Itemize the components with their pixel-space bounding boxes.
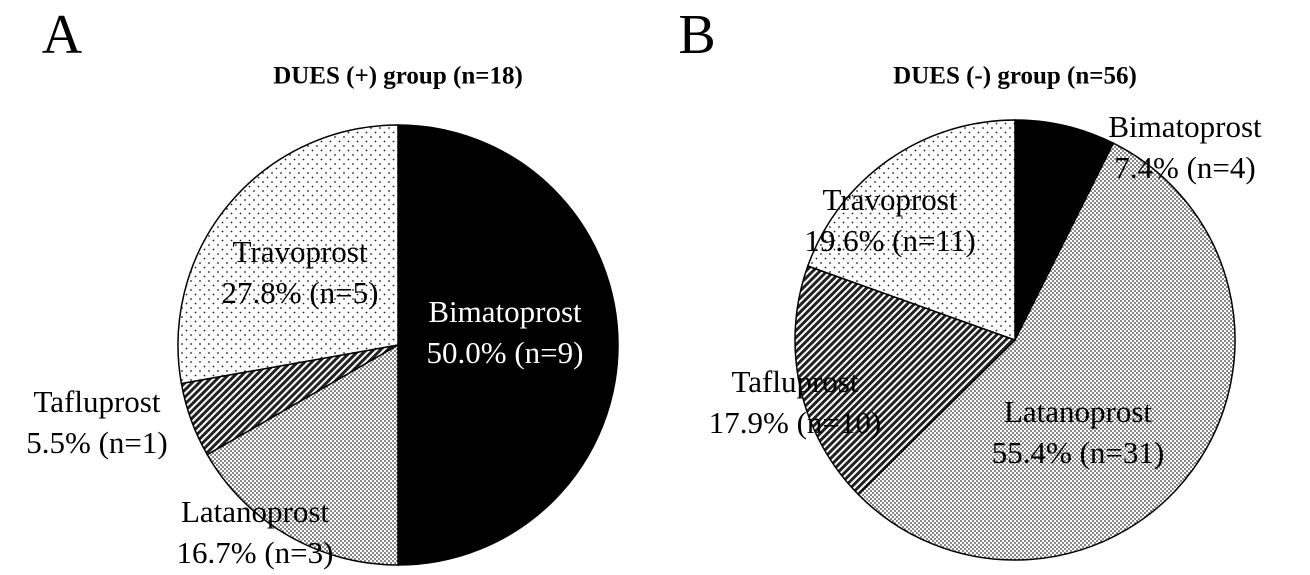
slice-name: Latanoprost (181, 494, 329, 529)
chart-title: DUES (+) group (n=18) (273, 63, 523, 90)
slice-label: 7.4% (n=4) (1114, 150, 1255, 185)
panel-letter: A (42, 4, 83, 66)
pie-slice (794, 265, 1017, 496)
slice-label: 55.4% (n=31) (992, 435, 1164, 470)
slice-name: Bimatoprost (428, 294, 582, 329)
slice-label: 5.5% (n=1) (26, 425, 167, 460)
slice-name: Latanoprost (1004, 394, 1152, 429)
pie-slice (206, 343, 399, 566)
panel-letter: B (678, 4, 715, 66)
chart-title: DUES (-) group (n=56) (893, 63, 1137, 90)
pie-slice (177, 124, 399, 385)
pie-slice (397, 124, 619, 566)
slice-label: 27.8% (n=5) (222, 275, 379, 310)
slice-label: 50.0% (n=9) (427, 335, 584, 370)
slice-label: 17.9% (n=10) (709, 405, 881, 440)
pie-slice (857, 142, 1236, 561)
slice-name: Travoprost (233, 234, 368, 269)
slice-label: 16.7% (n=3) (177, 535, 334, 570)
slice-label: 19.6% (n=11) (804, 223, 975, 258)
slice-name: Bimatoprost (1108, 109, 1262, 144)
slice-name: Tafluprost (732, 364, 859, 399)
pie-slice (1014, 119, 1115, 341)
pie-slice (806, 119, 1016, 342)
slice-name: Travoprost (823, 182, 958, 217)
slice-name: Tafluprost (34, 384, 161, 419)
